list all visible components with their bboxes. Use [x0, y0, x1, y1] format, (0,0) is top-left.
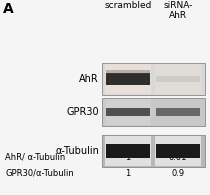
Bar [105, 99, 151, 125]
Text: siRNA-
AhR: siRNA- AhR [163, 1, 193, 20]
Text: 0.9: 0.9 [171, 168, 185, 177]
Text: A: A [3, 2, 14, 16]
Text: 1: 1 [125, 168, 131, 177]
Bar [155, 99, 201, 125]
Text: α-Tubulin: α-Tubulin [55, 146, 99, 156]
Bar [106, 73, 150, 85]
Bar [102, 135, 205, 167]
Text: 1: 1 [125, 152, 131, 161]
Bar [156, 76, 200, 82]
Bar [106, 108, 150, 116]
Bar [106, 144, 150, 158]
Bar [155, 64, 201, 94]
Bar [156, 108, 200, 116]
Bar [105, 136, 151, 166]
Text: scrambled: scrambled [104, 1, 152, 10]
Text: GPR30/α-Tubulin: GPR30/α-Tubulin [5, 168, 74, 177]
Text: 0.01: 0.01 [169, 152, 187, 161]
Bar [105, 64, 151, 94]
Text: GPR30: GPR30 [66, 107, 99, 117]
Text: AhR/ α-Tubulin: AhR/ α-Tubulin [5, 152, 65, 161]
Bar [106, 70, 150, 74]
Bar [155, 136, 201, 166]
Bar [102, 63, 205, 95]
Bar [156, 144, 200, 158]
Bar [102, 98, 205, 126]
Text: AhR: AhR [79, 74, 99, 84]
